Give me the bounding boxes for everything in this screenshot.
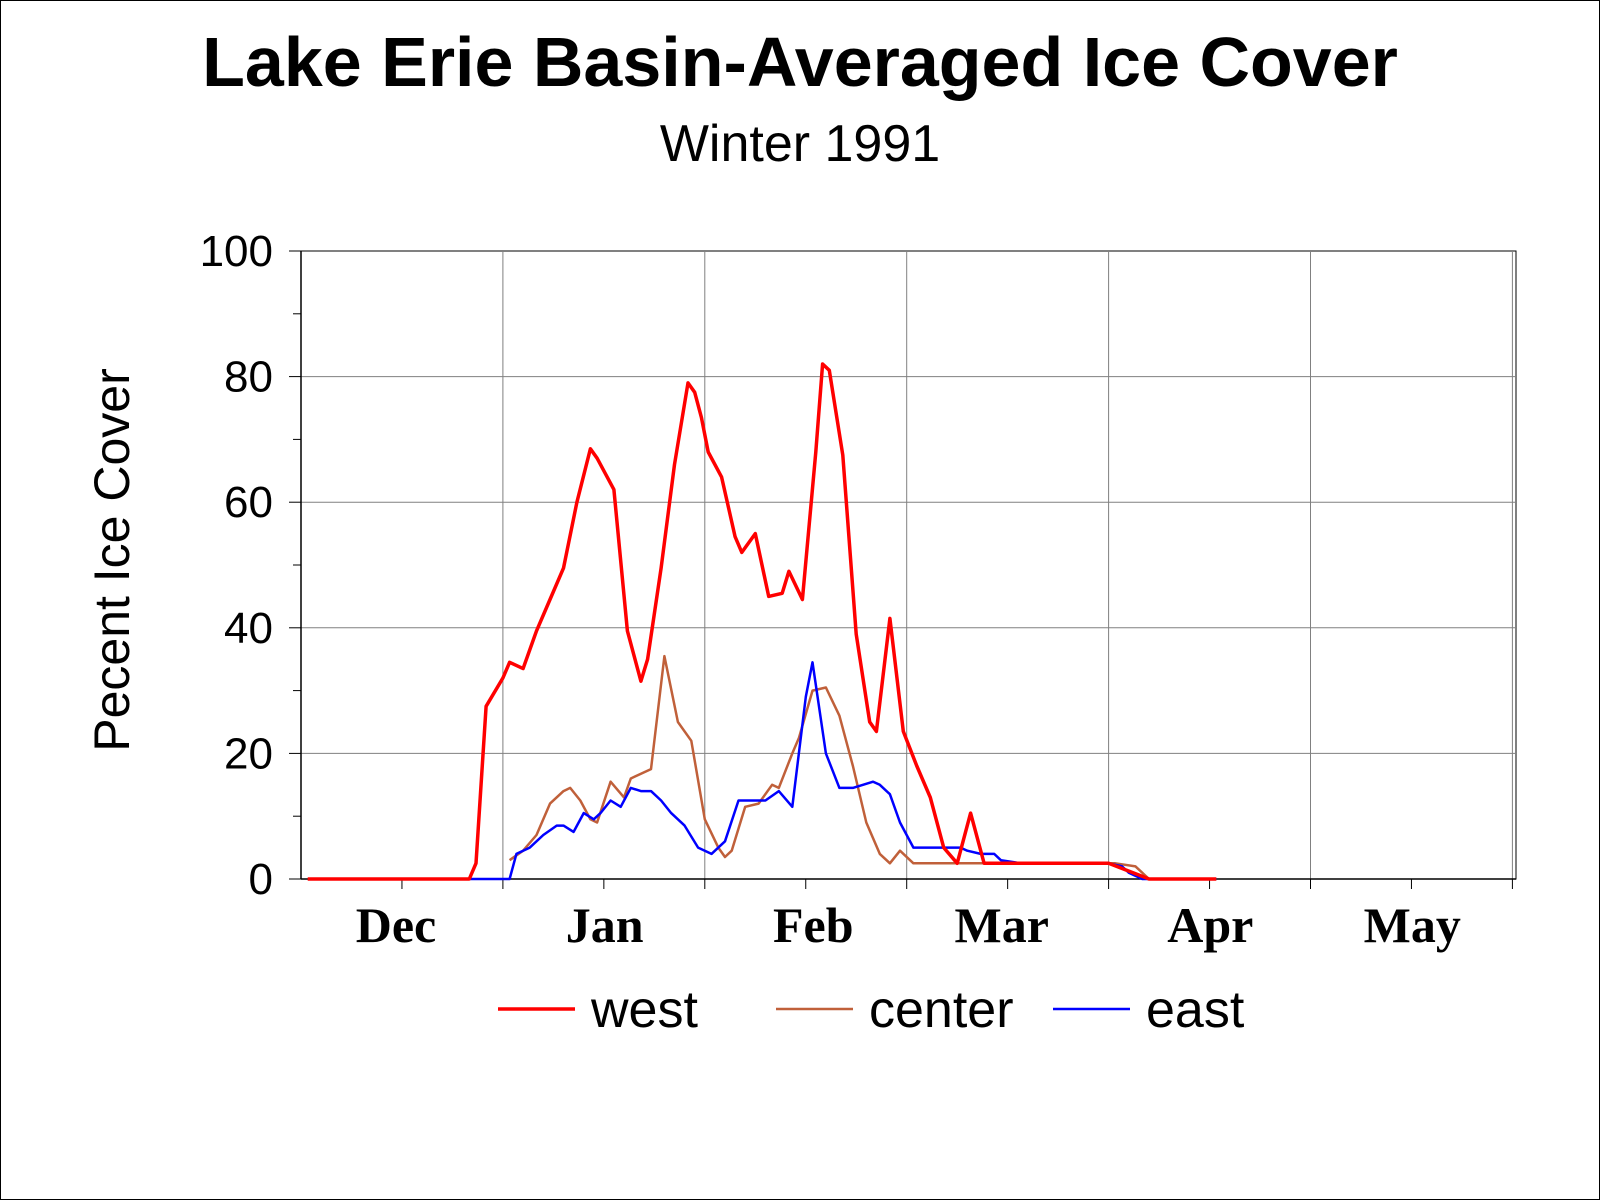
x-tick-label: Mar bbox=[955, 897, 1049, 953]
y-tick-label: 80 bbox=[224, 353, 273, 402]
y-tick-label: 0 bbox=[249, 855, 273, 904]
legend-label-west: west bbox=[590, 981, 698, 1039]
plot-area bbox=[301, 251, 1516, 879]
y-tick-label: 20 bbox=[224, 729, 273, 778]
legend-label-center: center bbox=[869, 981, 1014, 1039]
x-tick-label: Feb bbox=[773, 897, 854, 953]
x-tick-label: Dec bbox=[356, 897, 437, 953]
ice-cover-line-chart: 0 20 40 60 80 100 Dec Jan Feb Mar Apr May Pecent Ice… bbox=[1, 1, 1599, 1199]
y-tick-label: 100 bbox=[200, 227, 273, 276]
x-tick-label: Jan bbox=[566, 897, 644, 953]
x-tick-label: Apr bbox=[1167, 897, 1253, 953]
y-axis-label: Pecent Ice Cover bbox=[84, 368, 140, 752]
y-tick-label: 60 bbox=[224, 478, 273, 527]
legend-label-east: east bbox=[1146, 981, 1245, 1039]
x-tick-label: May bbox=[1364, 897, 1461, 953]
y-tick-label: 40 bbox=[224, 604, 273, 653]
chart-frame: Lake Erie Basin-Averaged Ice Cover Winte… bbox=[0, 0, 1600, 1200]
